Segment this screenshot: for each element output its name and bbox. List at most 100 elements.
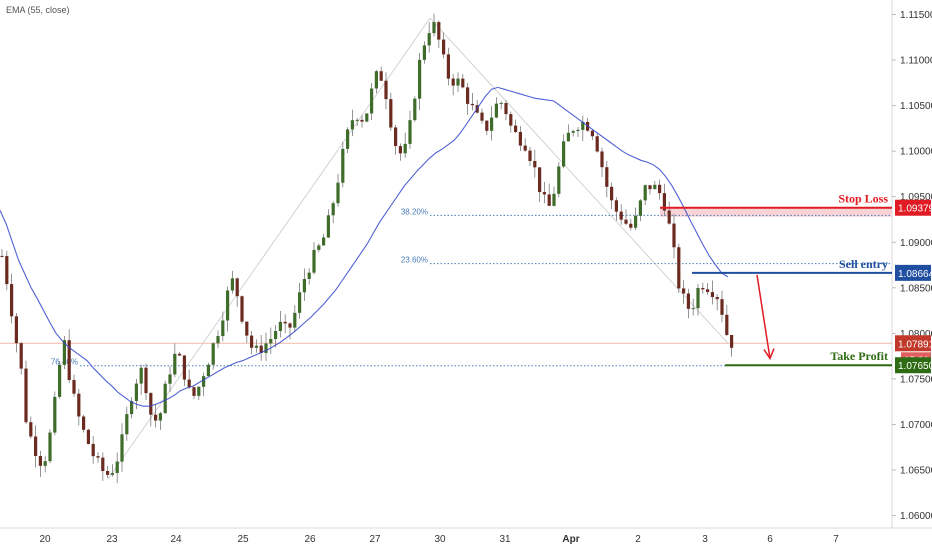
candle-body bbox=[715, 297, 719, 300]
candle-body bbox=[53, 396, 57, 433]
stop-loss-price-tag-bg bbox=[895, 199, 931, 216]
candle-body bbox=[264, 343, 268, 353]
candle-body bbox=[19, 343, 23, 369]
candle-body bbox=[413, 98, 417, 121]
candle-body bbox=[307, 272, 311, 279]
candle-body bbox=[710, 292, 714, 298]
candle-body bbox=[547, 194, 551, 206]
y-tick-label: 1.10500 bbox=[900, 101, 932, 112]
x-tick-label: 30 bbox=[434, 534, 446, 545]
candle-body bbox=[638, 200, 642, 216]
candle-body bbox=[250, 335, 254, 348]
candle-body bbox=[490, 117, 494, 131]
sell-entry-price-tag: 1.08664 bbox=[898, 269, 932, 280]
candle-body bbox=[283, 321, 287, 324]
candle-body bbox=[701, 287, 705, 290]
candle-body bbox=[355, 119, 359, 121]
candle-body bbox=[451, 78, 455, 86]
x-tick-label: 27 bbox=[369, 534, 381, 545]
candle-body bbox=[288, 323, 292, 328]
candle-body bbox=[91, 443, 95, 457]
candle-body bbox=[682, 288, 686, 294]
candle-body bbox=[408, 120, 412, 144]
candle-body bbox=[394, 127, 398, 147]
candle-body bbox=[125, 414, 129, 435]
candle-body bbox=[643, 185, 647, 201]
candle-body bbox=[336, 182, 340, 204]
axes-group: 1.11500 1.11000 1.10500 1.10000 1.09500 1.090… bbox=[39, 10, 932, 545]
candle-body bbox=[293, 312, 297, 328]
candle-body bbox=[624, 219, 628, 224]
candle-body bbox=[446, 54, 450, 79]
sell-entry-price-tag-bg bbox=[895, 264, 931, 281]
candle-body bbox=[110, 472, 114, 475]
candle-body bbox=[696, 287, 700, 309]
candle-body bbox=[509, 114, 513, 126]
candle-body bbox=[725, 314, 729, 335]
candle-body bbox=[5, 256, 9, 285]
x-tick-label: 23 bbox=[106, 534, 118, 545]
candle-body bbox=[72, 380, 76, 394]
candle-body bbox=[403, 143, 407, 154]
candle-body bbox=[130, 400, 134, 415]
candle-body bbox=[442, 39, 446, 55]
candle-body bbox=[312, 249, 316, 273]
candle-body bbox=[86, 429, 90, 444]
current-price-tag: 1.07891 bbox=[898, 339, 932, 350]
candle-body bbox=[235, 278, 239, 297]
candle-body bbox=[182, 355, 186, 380]
candle-body bbox=[466, 87, 470, 104]
take-profit-price-tag: 1.07650 bbox=[898, 361, 932, 372]
candle-body bbox=[278, 321, 282, 332]
x-tick-label: 3 bbox=[702, 534, 708, 545]
x-tick-label: Apr bbox=[562, 534, 579, 545]
y-tick-label: 1.08500 bbox=[900, 283, 932, 294]
take-profit-label: Take Profit bbox=[830, 349, 888, 363]
candle-body bbox=[566, 132, 570, 142]
candle-body bbox=[720, 299, 724, 315]
candle-body bbox=[557, 166, 561, 194]
candle-body bbox=[48, 432, 52, 462]
candle-body bbox=[437, 22, 441, 40]
candle-body bbox=[672, 223, 676, 248]
candle-body bbox=[322, 237, 326, 246]
candle-body bbox=[542, 192, 546, 195]
candle-body bbox=[730, 334, 734, 348]
candle-body bbox=[427, 33, 431, 46]
candle-body bbox=[245, 321, 249, 336]
candle-body bbox=[494, 103, 498, 118]
fib-level-label: 23.60% bbox=[401, 256, 428, 265]
candle-body bbox=[216, 336, 220, 344]
candle-body bbox=[610, 186, 614, 201]
ema-55-line bbox=[0, 86, 729, 407]
projection-arrow-head bbox=[763, 348, 775, 361]
candle-body bbox=[504, 103, 508, 115]
candle-body bbox=[600, 151, 604, 168]
stop-loss-zone bbox=[660, 207, 892, 217]
candle-body bbox=[158, 413, 162, 421]
candle-body bbox=[302, 278, 306, 293]
candle-body bbox=[677, 247, 681, 289]
candle-body bbox=[485, 120, 489, 131]
annotations-group: Stop Loss Sell entry Take Profit bbox=[660, 192, 892, 367]
candle-body bbox=[178, 353, 182, 356]
candle-body bbox=[605, 167, 609, 187]
candle-body bbox=[240, 296, 244, 322]
candle-body bbox=[398, 146, 402, 154]
candle-body bbox=[528, 150, 532, 161]
fib-swing-down-line bbox=[429, 17, 729, 344]
candle-body bbox=[168, 374, 172, 384]
x-tick-label: 25 bbox=[237, 534, 249, 545]
candle-body bbox=[634, 215, 638, 228]
y-tick-label: 1.10000 bbox=[900, 147, 932, 158]
candle-body bbox=[173, 353, 177, 375]
take-profit-price-tag-bg bbox=[895, 357, 931, 374]
stop-loss-label: Stop Loss bbox=[838, 192, 888, 206]
candle-body bbox=[82, 416, 86, 430]
candle-body bbox=[331, 203, 335, 216]
candle-body bbox=[34, 436, 38, 456]
candle-body bbox=[134, 383, 138, 401]
